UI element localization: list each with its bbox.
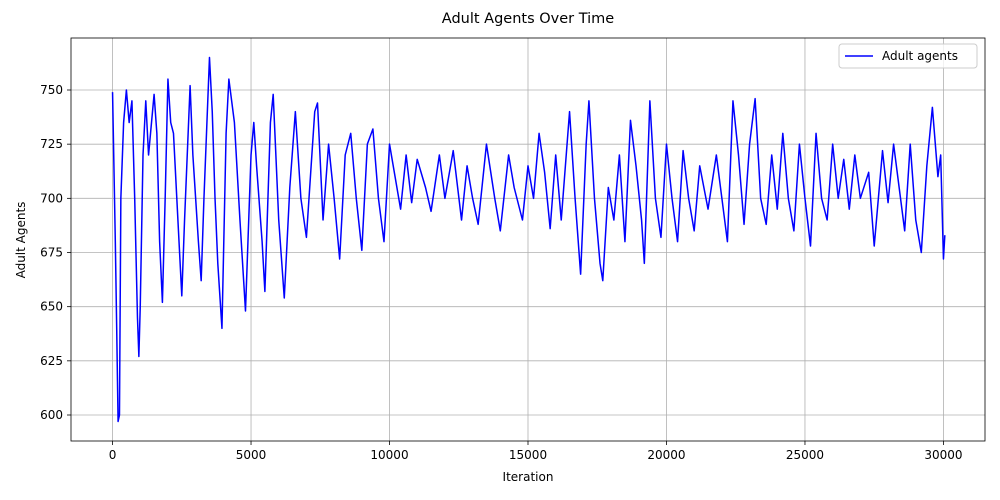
x-tick-label: 15000 <box>509 448 547 462</box>
x-tick-label: 30000 <box>924 448 962 462</box>
x-tick-label: 10000 <box>370 448 408 462</box>
plot-frame <box>70 37 986 442</box>
y-tick-label: 625 <box>40 354 63 368</box>
x-tick-label: 0 <box>109 448 117 462</box>
chart-title: Adult Agents Over Time <box>442 11 615 27</box>
x-axis-label: Iteration <box>503 470 554 484</box>
legend-label: Adult agents <box>882 49 958 63</box>
y-tick-label: 750 <box>40 83 63 97</box>
y-tick-label: 725 <box>40 137 63 151</box>
y-tick-label: 700 <box>40 191 63 205</box>
y-tick-label: 675 <box>40 246 63 260</box>
legend-box <box>838 43 978 69</box>
data-line <box>111 56 946 423</box>
y-tick-label: 600 <box>40 408 63 422</box>
y-axis-label: Adult Agents <box>14 202 28 279</box>
x-tick-label: 20000 <box>647 448 685 462</box>
x-tick-label: 25000 <box>786 448 824 462</box>
x-tick-label: 5000 <box>236 448 267 462</box>
y-tick-label: 650 <box>40 300 63 314</box>
